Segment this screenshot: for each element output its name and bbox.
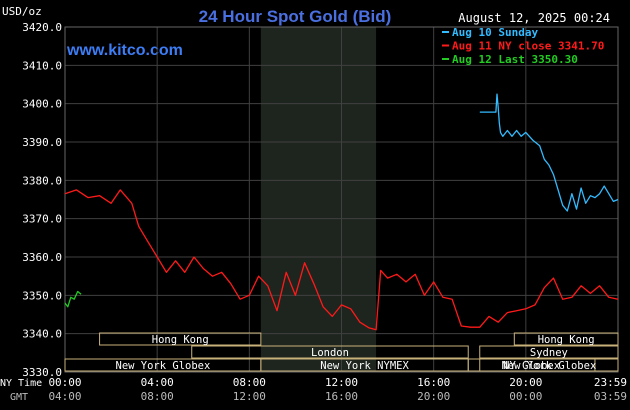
x-tick-label-ny: 08:00 (233, 376, 266, 389)
x-tick-label-ny: 12:00 (325, 376, 358, 389)
session-label: Hong Kong (152, 334, 209, 346)
x-tick-label-gmt: 16:00 (325, 390, 358, 403)
x-tick-label-gmt: 03:59 (594, 390, 627, 403)
gmt-caption: GMT (10, 392, 28, 403)
session-box (191, 345, 469, 359)
legend-entry: Aug 10 Sunday (452, 26, 538, 39)
x-tick-label-gmt: 12:00 (233, 390, 266, 403)
y-tick-label: 3360.0 (22, 251, 62, 264)
session-label: NY Globex (503, 360, 560, 372)
y-tick-label: 3400.0 (22, 98, 62, 111)
y-tick-label: 3380.0 (22, 174, 62, 187)
y-tick-label: 3370.0 (22, 213, 62, 226)
ny-time-caption: NY Time (0, 378, 42, 389)
x-tick-label-ny: 16:00 (417, 376, 450, 389)
chart-title: 24 Hour Spot Gold (Bid) (199, 7, 392, 26)
session-label: London (311, 347, 349, 359)
session-label: Sydney (530, 347, 568, 359)
x-tick-label-ny: 23:59 (594, 376, 627, 389)
y-tick-label: 3340.0 (22, 328, 62, 341)
x-tick-label-gmt: 20:00 (417, 390, 450, 403)
timestamp: August 12, 2025 00:24 (458, 11, 610, 25)
session-label: New York Globex (116, 360, 211, 372)
site-watermark: www.kitco.com (66, 42, 183, 59)
session-label: New York NYMEX (320, 360, 409, 372)
y-tick-label: 3420.0 (22, 21, 62, 34)
series-line-aug10 (479, 93, 619, 212)
x-tick-label-gmt: 08:00 (141, 390, 174, 403)
chart-plot-area: 3330.0 3340.0 3350.0 3360.0 3370.0 3380.0 3390… (22, 21, 627, 403)
x-tick-label-gmt: 04:00 (48, 390, 81, 403)
session-box (479, 345, 619, 359)
series-line-aug12 (64, 290, 82, 308)
session-label: New York Globex (501, 360, 596, 372)
session-box (99, 332, 262, 346)
nymex-session-shade (260, 27, 377, 372)
y-axis-unit-label: USD/oz (2, 5, 42, 18)
y-tick-label: 3390.0 (22, 136, 62, 149)
session-box (479, 358, 619, 372)
x-tick-label-ny: 20:00 (509, 376, 542, 389)
session-box (513, 332, 619, 346)
x-tick-label-gmt: 00:00 (509, 390, 542, 403)
y-tick-label: 3330.0 (22, 366, 62, 379)
y-tick-label: 3410.0 (22, 59, 62, 72)
session-label: Hong Kong (538, 334, 595, 346)
series-line-aug11 (64, 189, 619, 331)
legend-entry: Aug 12 Last 3350.30 (452, 53, 578, 66)
legend-entry: Aug 11 NY close 3341.70 (452, 40, 604, 53)
y-tick-label: 3350.0 (22, 289, 62, 302)
x-tick-label-ny: 00:00 (48, 376, 81, 389)
x-tick-label-ny: 04:00 (141, 376, 174, 389)
